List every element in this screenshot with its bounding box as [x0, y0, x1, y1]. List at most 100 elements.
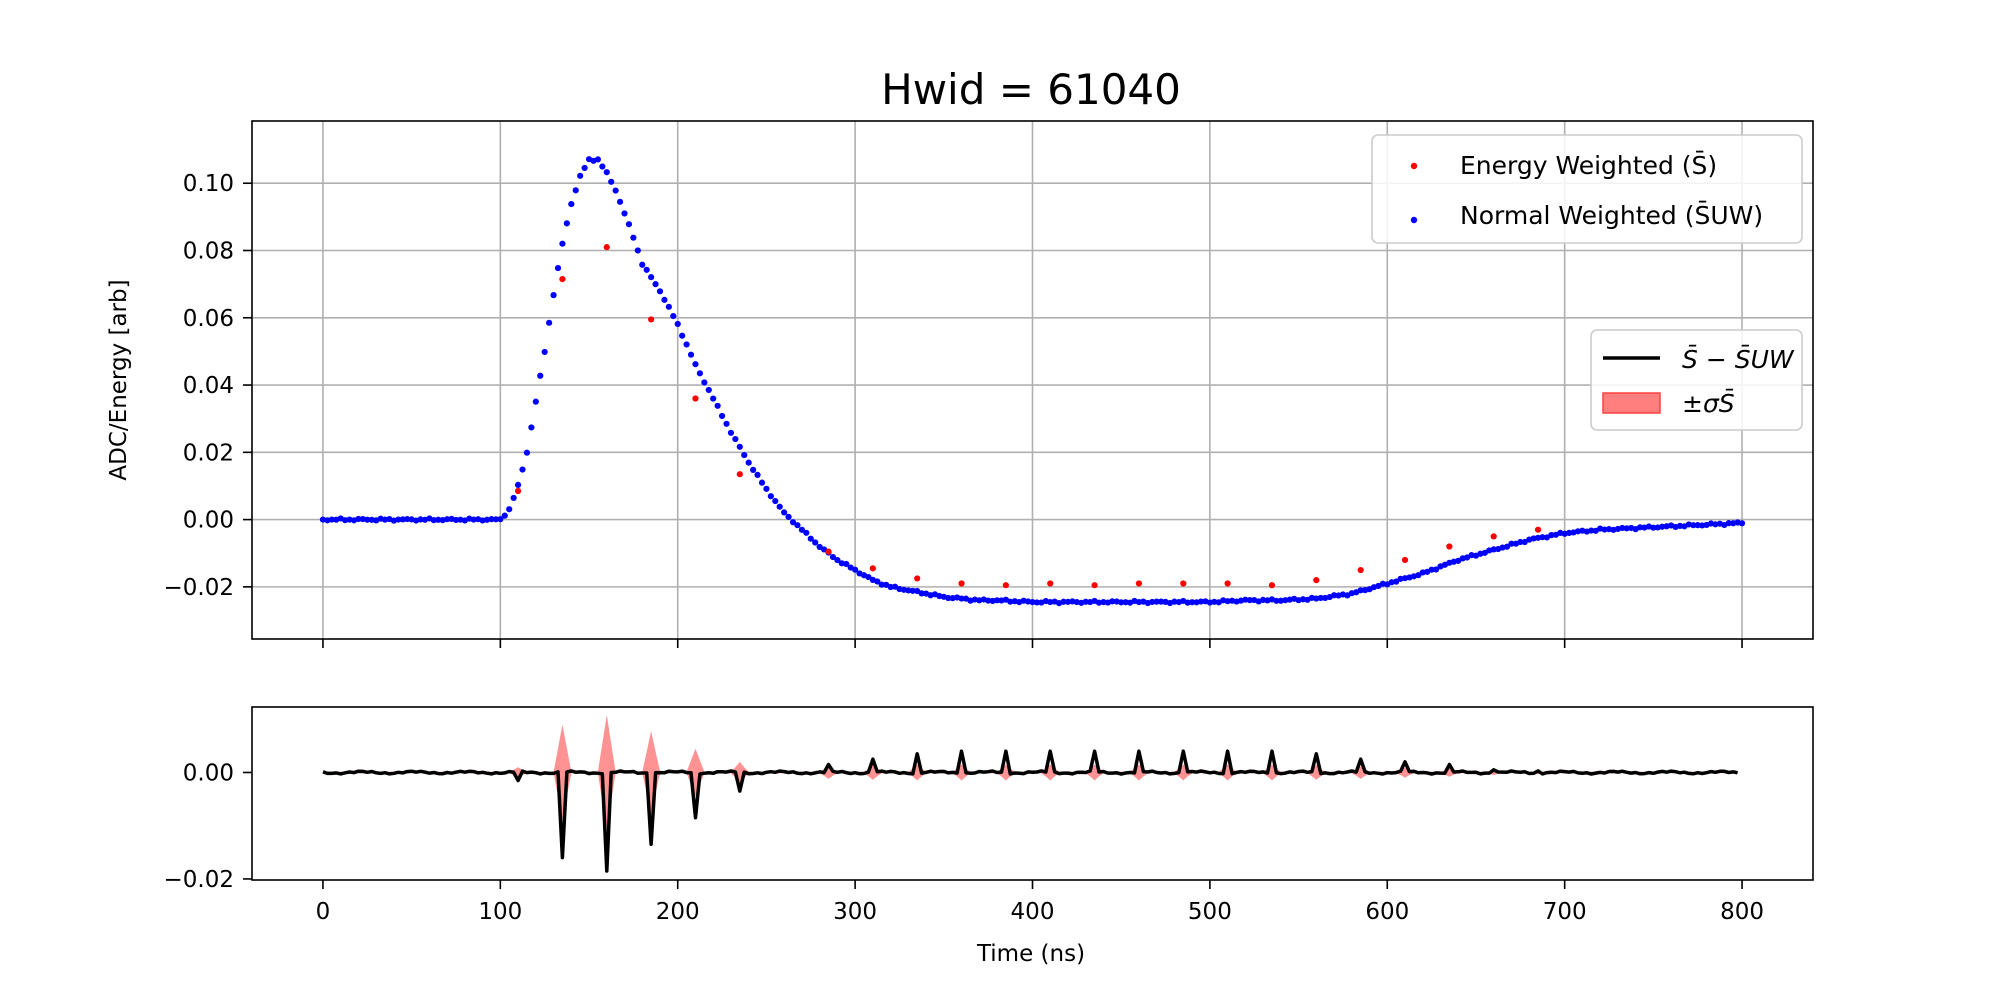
normal-weighted-point: [550, 292, 557, 299]
normal-weighted-point: [1033, 599, 1041, 606]
normal-weighted-point: [878, 581, 885, 588]
normal-weighted-point: [577, 172, 584, 179]
normal-weighted-point: [603, 169, 610, 176]
normal-weighted-point: [532, 398, 539, 405]
normal-weighted-point: [1725, 520, 1732, 527]
normal-weighted-point: [887, 583, 894, 591]
normal-weighted-point: [958, 595, 965, 602]
legend-patch-sigma-band: [1602, 392, 1661, 414]
top-y-axis-label: ADC/Energy [arb]: [106, 279, 132, 480]
energy-weighted-point: [1446, 543, 1453, 550]
normal-weighted-point: [754, 471, 761, 478]
normal-weighted-point: [803, 529, 810, 536]
normal-weighted-point: [621, 210, 628, 217]
normal-weighted-point: [1317, 594, 1324, 602]
normal-weighted-point: [772, 497, 779, 505]
normal-weighted-point: [945, 594, 952, 602]
energy-weighted-point: [869, 565, 876, 572]
normal-weighted-point: [776, 503, 783, 510]
normal-weighted-point: [1694, 522, 1701, 529]
normal-weighted-point: [741, 451, 748, 459]
bottom-y-tick-label: −0.02: [164, 867, 234, 893]
bottom-x-tick-label: 500: [1188, 899, 1232, 925]
normal-weighted-point: [1118, 599, 1125, 606]
normal-weighted-point: [612, 187, 619, 194]
normal-weighted-point: [1393, 578, 1400, 585]
normal-weighted-point: [634, 247, 641, 254]
normal-weighted-point: [1623, 525, 1630, 532]
normal-weighted-point: [1246, 597, 1253, 604]
normal-weighted-point: [528, 424, 535, 431]
legend-label-normal-weighted: Normal Weighted (S̄UW): [1460, 200, 1763, 230]
normal-weighted-point: [568, 200, 575, 208]
normal-weighted-point: [1415, 572, 1422, 579]
normal-weighted-point: [745, 459, 752, 466]
bottom-x-tick-label: 200: [656, 899, 700, 925]
bottom-x-tick-label: 800: [1720, 899, 1764, 925]
normal-weighted-point: [1060, 598, 1067, 605]
normal-weighted-point: [1517, 538, 1524, 546]
normal-weighted-point: [417, 516, 424, 523]
normal-weighted-point: [430, 517, 437, 524]
bottom-x-tick-label: 100: [478, 899, 522, 925]
normal-weighted-point: [364, 516, 371, 523]
energy-weighted-point: [559, 275, 566, 283]
energy-weighted-point: [958, 580, 965, 587]
normal-weighted-point: [785, 513, 792, 521]
normal-weighted-point: [1189, 599, 1196, 606]
energy-weighted-point: [1401, 556, 1409, 564]
normal-weighted-point: [559, 240, 566, 247]
normal-weighted-point: [616, 198, 624, 205]
normal-weighted-point: [798, 526, 805, 533]
normal-weighted-point: [510, 494, 517, 502]
normal-weighted-point: [1109, 598, 1116, 605]
normal-weighted-point: [1149, 598, 1156, 606]
normal-weighted-point: [639, 261, 646, 268]
energy-weighted-point: [914, 575, 921, 582]
energy-weighted-point: [1002, 582, 1009, 589]
normal-weighted-point: [665, 303, 672, 310]
normal-weighted-point: [1601, 526, 1608, 533]
legend-marker-energy-weighted: [1410, 162, 1418, 170]
difference-legend: S̄ − S̄UW ±σS̄: [1590, 329, 1803, 431]
normal-weighted-point: [599, 163, 606, 170]
normal-weighted-point: [807, 535, 814, 542]
normal-weighted-point: [506, 506, 513, 513]
normal-weighted-point: [541, 348, 548, 356]
normal-weighted-point: [1184, 599, 1191, 606]
energy-weighted-point: [825, 548, 832, 555]
normal-weighted-point: [1490, 546, 1497, 553]
normal-weighted-point: [781, 509, 788, 516]
normal-weighted-point: [701, 379, 708, 386]
normal-weighted-point: [763, 485, 770, 492]
normal-weighted-point: [993, 597, 1001, 604]
top-y-tick-label: −0.02: [164, 575, 234, 601]
bottom-x-ticks: 0 100 200 300 400 500 600 700 800: [316, 880, 1764, 925]
top-y-tick-label: 0.04: [183, 373, 234, 399]
top-panel: Hwid = 61040 −0.02 0.00 0.02 0.04 0.06 0.08 0.…: [106, 65, 1814, 648]
normal-weighted-point: [692, 361, 699, 368]
energy-weighted-point: [736, 471, 743, 478]
bottom-x-tick-label: 700: [1543, 899, 1587, 925]
normal-weighted-point: [714, 402, 721, 409]
normal-weighted-point: [492, 516, 500, 523]
normal-weighted-point: [1357, 587, 1364, 594]
legend-label-sigma-band: ±σS̄: [1682, 388, 1735, 418]
normal-weighted-point: [572, 187, 579, 194]
energy-weighted-point: [1313, 577, 1320, 584]
top-y-tick-label: 0.06: [183, 306, 234, 332]
normal-weighted-point: [1588, 527, 1595, 534]
energy-weighted-point: [514, 487, 522, 495]
energy-weighted-point: [1091, 582, 1098, 589]
normal-weighted-point: [1548, 532, 1555, 539]
normal-weighted-point: [1158, 598, 1165, 605]
normal-weighted-point: [444, 516, 451, 523]
normal-weighted-point: [670, 313, 677, 320]
top-y-tick-label: 0.02: [183, 440, 234, 466]
normal-weighted-point: [1539, 534, 1546, 541]
bottom-y-ticks: −0.02 0.00: [164, 760, 252, 893]
normal-weighted-point: [656, 288, 664, 295]
normal-weighted-point: [1273, 597, 1280, 604]
normal-weighted-point: [497, 516, 504, 523]
